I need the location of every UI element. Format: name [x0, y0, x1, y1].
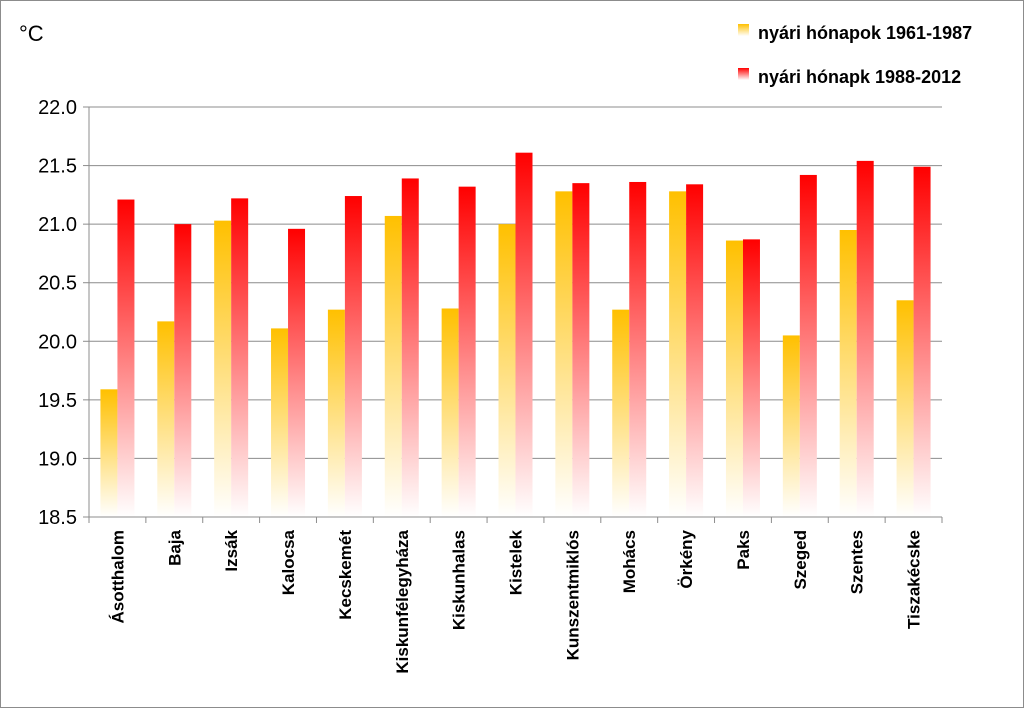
bar-series-1 [327, 309, 345, 517]
y-tick-label: 21.5 [38, 156, 77, 178]
legend-label-series-1: nyári hónapok 1961-1987 [758, 23, 972, 43]
y-tick-label: 22.0 [38, 97, 77, 119]
legend-label-series-2: nyári hónapk 1988-2012 [758, 67, 961, 87]
bar-series-1 [498, 224, 516, 517]
bar-series-1 [725, 240, 743, 518]
bar-series-2 [742, 239, 760, 517]
y-tick-label: 20.5 [38, 273, 77, 295]
bar-series-1 [384, 215, 402, 517]
x-category-label: Baja [165, 529, 184, 565]
x-category-label: Kecskemét [336, 530, 355, 620]
x-category-label: Kistelek [507, 529, 526, 595]
bar-series-2 [856, 160, 874, 517]
bar-series-2 [231, 198, 249, 517]
y-tick-label: 20.0 [38, 331, 77, 353]
y-tick-label: 19.5 [38, 390, 77, 412]
x-category-label: Szentes [848, 530, 867, 594]
x-category-label: Kalocsa [279, 529, 298, 595]
bar-series-2 [799, 174, 817, 517]
y-tick-label: 21.0 [38, 214, 77, 236]
bar-series-2 [288, 228, 306, 518]
y-tick-label: 19.0 [38, 448, 77, 470]
bar-series-2 [515, 152, 533, 517]
x-category-label: Mohács [620, 530, 639, 593]
axes: 18.5 19.0 19.5 20.0 20.5 21.0 21.5 22.0 Ásotthal… [38, 97, 943, 674]
x-category-label: Kunszentmiklós [563, 530, 582, 660]
legend-swatch-series-2 [738, 68, 749, 80]
bars [100, 152, 931, 518]
bar-series-2 [401, 178, 419, 517]
y-axis-unit-label: °C [19, 21, 44, 46]
x-category-label: Ásotthalom [108, 530, 127, 624]
x-category-label: Tiszakécske [905, 530, 924, 629]
bar-series-1 [669, 191, 687, 518]
bar-series-2 [572, 183, 590, 517]
bar-series-1 [214, 220, 232, 517]
bar-series-1 [271, 328, 289, 517]
legend-swatch-series-1 [738, 24, 749, 36]
bar-series-1 [782, 335, 800, 517]
y-tick-label: 18.5 [38, 507, 77, 529]
x-category-label: Kiskunhalas [450, 530, 469, 630]
x-category-label: Izsák [222, 529, 241, 571]
bar-series-1 [612, 309, 630, 517]
bar-series-2 [174, 224, 192, 517]
bar-series-1 [441, 308, 459, 517]
legend: nyári hónapok 1961-1987 nyári hónapk 198… [738, 23, 972, 87]
bar-series-2 [344, 196, 362, 517]
bar-series-1 [157, 321, 175, 517]
x-category-label: Örkény [677, 529, 696, 588]
bar-series-2 [117, 199, 135, 518]
x-category-label: Kiskunfélegyháza [393, 529, 412, 673]
bar-series-2 [686, 184, 704, 518]
bar-series-2 [913, 166, 931, 517]
x-category-label: Paks [734, 530, 753, 570]
bar-series-1 [100, 389, 118, 517]
bar-series-1 [555, 191, 573, 518]
bar-series-1 [896, 300, 914, 517]
bar-series-1 [839, 230, 857, 517]
x-category-label: Szeged [791, 530, 810, 590]
bar-series-2 [629, 181, 647, 517]
bar-series-2 [458, 186, 476, 517]
